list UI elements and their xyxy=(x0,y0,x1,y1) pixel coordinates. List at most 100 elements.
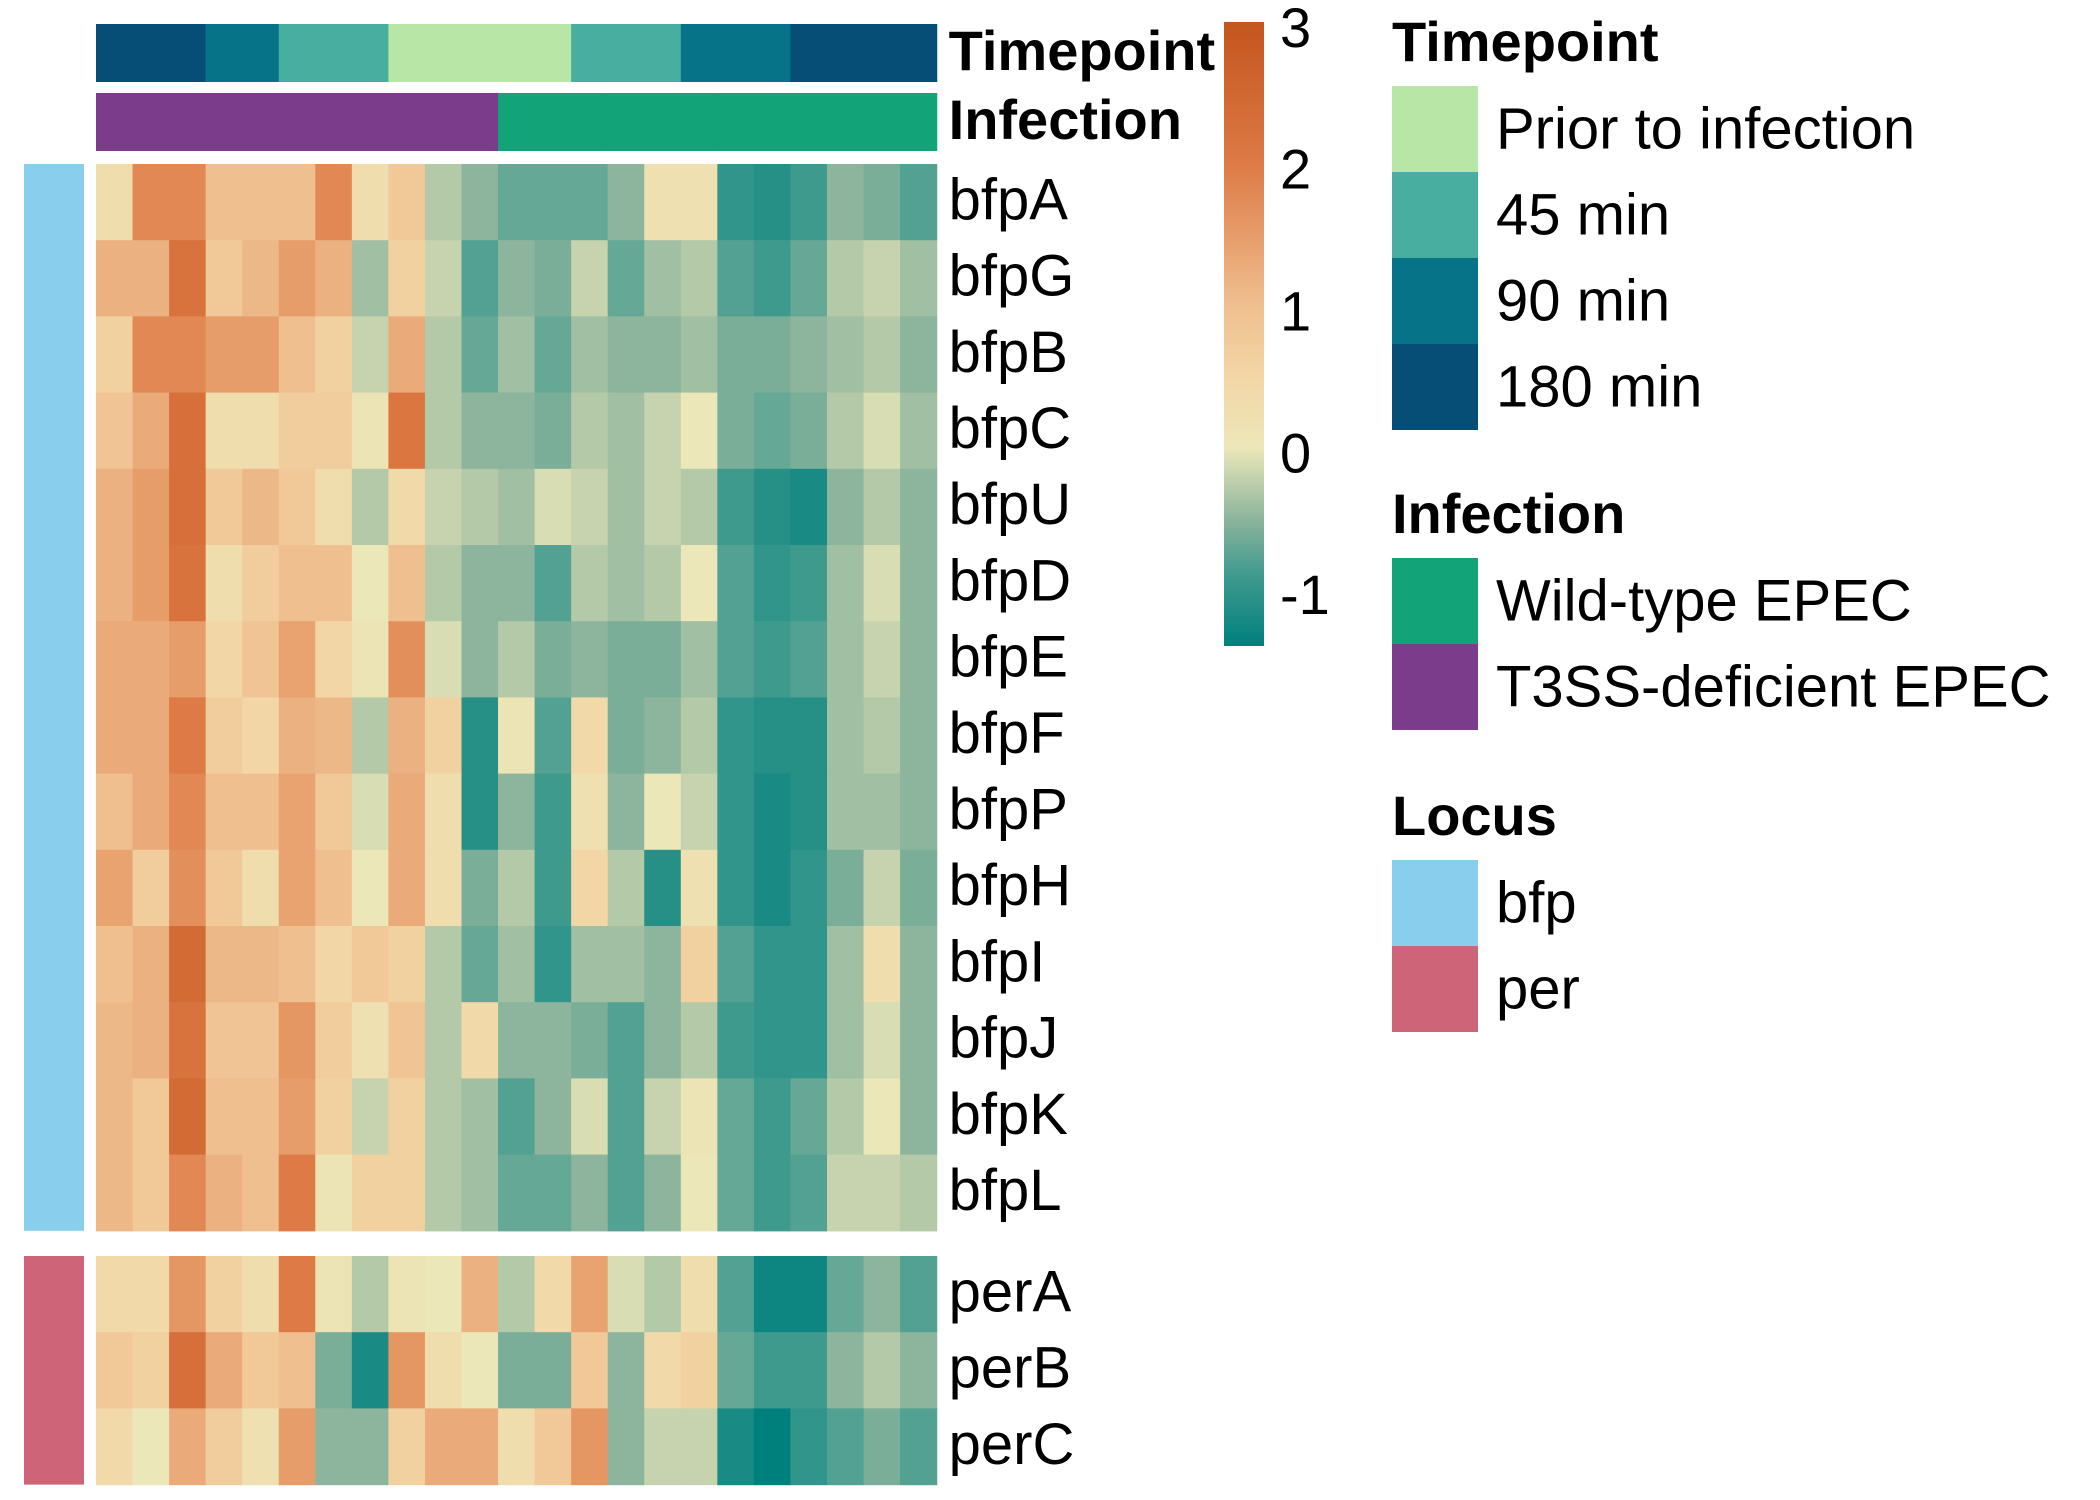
heatmap-cell xyxy=(205,1256,243,1333)
heatmap-cell xyxy=(132,164,170,241)
heatmap-cell xyxy=(278,545,316,622)
timepoint-annotation-cell xyxy=(132,24,170,82)
heatmap-cell xyxy=(132,545,170,622)
heatmap-cell xyxy=(717,926,755,1003)
infection-annotation-cell xyxy=(863,93,901,151)
gene-label-bfpF: bfpF xyxy=(949,701,1065,766)
heatmap-cell xyxy=(132,1332,170,1409)
heatmap-cell xyxy=(205,316,243,394)
heatmap-cell xyxy=(534,1408,572,1486)
heatmap-cell xyxy=(498,392,536,470)
heatmap-cell xyxy=(644,1256,682,1333)
heatmap-cell xyxy=(717,468,755,546)
heatmap-cell xyxy=(461,1256,499,1333)
heatmap-cell xyxy=(351,468,389,546)
heatmap-cell xyxy=(753,849,792,927)
infection-annotation-cell xyxy=(680,93,718,151)
heatmap-cell xyxy=(644,316,682,394)
gene-label-bfpD: bfpD xyxy=(949,548,1072,613)
heatmap-cell xyxy=(900,773,938,851)
heatmap-cell xyxy=(169,1408,207,1486)
heatmap-cell xyxy=(571,1002,609,1079)
heatmap-cell xyxy=(315,773,353,851)
color-scale-tick-label: 0 xyxy=(1280,421,1311,484)
heatmap-cell xyxy=(169,392,207,470)
heatmap-cell xyxy=(278,773,316,851)
heatmap-cell xyxy=(424,468,463,546)
heatmap-cell xyxy=(424,926,463,1003)
gene-label-bfpH: bfpH xyxy=(949,853,1072,918)
heatmap-cell xyxy=(607,240,645,317)
heatmap-cell xyxy=(571,468,609,546)
gene-label-bfpK: bfpK xyxy=(949,1082,1069,1147)
heatmap-cell xyxy=(607,1256,645,1333)
heatmap-cell xyxy=(96,697,134,775)
infection-annotation-cell xyxy=(900,93,938,151)
heatmap-cell xyxy=(242,621,280,698)
heatmap-cell xyxy=(900,545,938,622)
heatmap-cell xyxy=(242,926,280,1003)
heatmap-cell xyxy=(205,1154,243,1232)
heatmap-cell xyxy=(461,773,499,851)
heatmap-cell xyxy=(827,773,865,851)
timepoint-legend-label: 90 min xyxy=(1496,268,1670,333)
timepoint-annotation-cell xyxy=(351,24,389,82)
locus-legend-swatch xyxy=(1392,946,1478,1032)
heatmap-cell xyxy=(169,1154,207,1232)
timepoint-legend-swatch xyxy=(1392,344,1478,430)
heatmap-cell xyxy=(534,545,572,622)
heatmap-cell xyxy=(242,849,280,927)
heatmap-cell xyxy=(205,697,243,775)
heatmap-cell xyxy=(753,392,792,470)
timepoint-annotation-cell xyxy=(461,24,499,82)
heatmap-cell xyxy=(717,621,755,698)
heatmap-cell xyxy=(534,1332,572,1409)
timepoint-annotation-cell xyxy=(790,24,828,82)
heatmap-cell xyxy=(607,773,645,851)
heatmap-cell xyxy=(680,1154,718,1232)
timepoint-annotation-cell xyxy=(278,24,316,82)
heatmap-cell xyxy=(498,621,536,698)
heatmap-cell xyxy=(498,773,536,851)
heatmap-cell xyxy=(753,621,792,698)
heatmap-cell xyxy=(205,1002,243,1079)
heatmap-cell xyxy=(388,1078,426,1156)
infection-annotation-cell xyxy=(790,93,828,151)
infection-annotation-cell xyxy=(461,93,499,151)
heatmap-cell xyxy=(827,468,865,546)
heatmap-cell xyxy=(498,1002,536,1079)
heatmap-cell xyxy=(571,1078,609,1156)
heatmap-cell xyxy=(315,926,353,1003)
infection-annotation-cell xyxy=(571,93,609,151)
heatmap-cell xyxy=(571,1154,609,1232)
timepoint-annotation-cell xyxy=(205,24,243,82)
heatmap-cell xyxy=(205,545,243,622)
heatmap-cell xyxy=(278,697,316,775)
heatmap-cell xyxy=(717,1154,755,1232)
heatmap-cell xyxy=(607,1154,645,1232)
timepoint-legend-swatch xyxy=(1392,86,1478,172)
heatmap-cell xyxy=(827,1002,865,1079)
heatmap-cell xyxy=(351,316,389,394)
heatmap-cell xyxy=(132,621,170,698)
heatmap-cell xyxy=(315,621,353,698)
heatmap-cell xyxy=(96,1408,134,1486)
heatmap-cell xyxy=(351,1256,389,1333)
heatmap-cell xyxy=(388,164,426,241)
heatmap-cell xyxy=(498,697,536,775)
heatmap-cell xyxy=(498,545,536,622)
heatmap-cell xyxy=(790,392,828,470)
heatmap-cell xyxy=(242,697,280,775)
heatmap-cell xyxy=(607,316,645,394)
heatmap-cell xyxy=(205,1332,243,1409)
heatmap-cell xyxy=(424,697,463,775)
heatmap-cell xyxy=(205,1408,243,1486)
heatmap-cell xyxy=(498,926,536,1003)
heatmap-cell xyxy=(498,1154,536,1232)
heatmap-cell xyxy=(534,164,572,241)
heatmap-cell xyxy=(388,392,426,470)
heatmap-cell xyxy=(169,164,207,241)
heatmap-cell xyxy=(827,1408,865,1486)
heatmap-cell xyxy=(680,697,718,775)
